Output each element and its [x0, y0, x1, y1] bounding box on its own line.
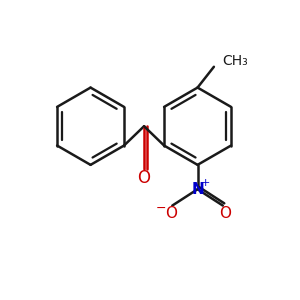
Text: N: N: [191, 182, 204, 197]
Text: −: −: [156, 202, 166, 214]
Text: O: O: [219, 206, 231, 220]
Text: +: +: [201, 178, 211, 188]
Text: CH₃: CH₃: [222, 54, 248, 68]
Text: O: O: [165, 206, 177, 220]
Text: O: O: [138, 169, 151, 187]
